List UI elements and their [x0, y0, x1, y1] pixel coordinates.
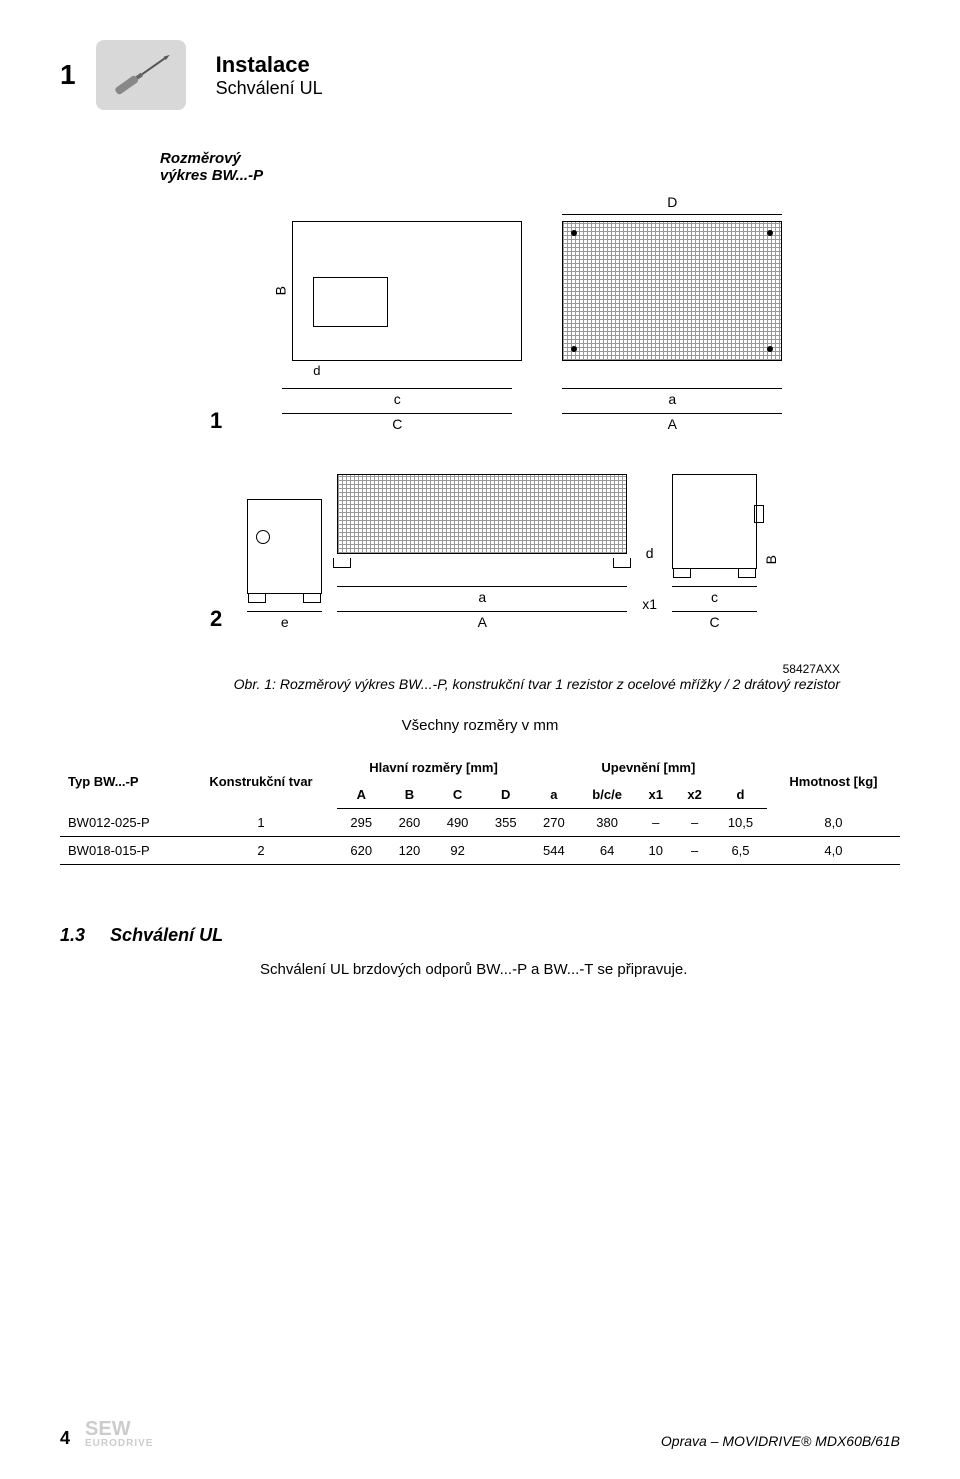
doc-reference: Oprava – MOVIDRIVE® MDX60B/61B	[661, 1433, 900, 1449]
drawing-view-1: 1 B d c C D	[240, 194, 900, 434]
page-header: 1 Instalace Schválení UL	[60, 40, 900, 110]
figure-caption-text: Obr. 1: Rozměrový výkres BW...-P, konstr…	[60, 676, 840, 692]
table-row: BW012-025-P 1 295 260 490 355 270 380 – …	[60, 809, 900, 837]
th-type: Typ BW...-P	[60, 754, 185, 809]
technical-drawing: 1 B d c C D	[240, 194, 900, 632]
header-title: Instalace	[216, 52, 323, 78]
page-number: 4	[60, 1428, 70, 1449]
th-konst: Konstrukční tvar	[185, 754, 337, 809]
header-text: Instalace Schválení UL	[216, 52, 323, 99]
dimensions-note: Všechny rozměry v mm	[60, 717, 900, 734]
section-number: 1	[60, 59, 76, 91]
header-subtitle: Schválení UL	[216, 78, 323, 99]
page-footer: 4 SEW EURODRIVE Oprava – MOVIDRIVE® MDX6…	[60, 1419, 900, 1449]
drawing-label: Rozměrový výkres BW...-P	[160, 150, 900, 184]
figure-caption: 58427AXX Obr. 1: Rozměrový výkres BW...-…	[60, 662, 840, 692]
th-main-dims: Hlavní rozměry [mm]	[337, 754, 530, 781]
th-fix-dims: Upevnění [mm]	[530, 754, 767, 781]
figure-code: 58427AXX	[60, 662, 840, 676]
sew-logo: SEW EURODRIVE	[85, 1419, 153, 1449]
drawing-view-2: 2 e a A	[240, 474, 900, 632]
spec-table: Typ BW...-P Konstrukční tvar Hlavní rozm…	[60, 754, 900, 865]
section-1-3-body: Schválení UL brzdových odporů BW...-P a …	[260, 961, 900, 978]
screwdriver-icon	[96, 40, 186, 110]
figure-number-1: 1	[210, 408, 222, 434]
section-1-3-heading: 1.3 Schválení UL	[60, 925, 900, 946]
th-weight: Hmotnost [kg]	[767, 754, 900, 809]
figure-number-2: 2	[210, 606, 222, 632]
table-row: BW018-015-P 2 620 120 92 544 64 10 – 6,5…	[60, 837, 900, 865]
